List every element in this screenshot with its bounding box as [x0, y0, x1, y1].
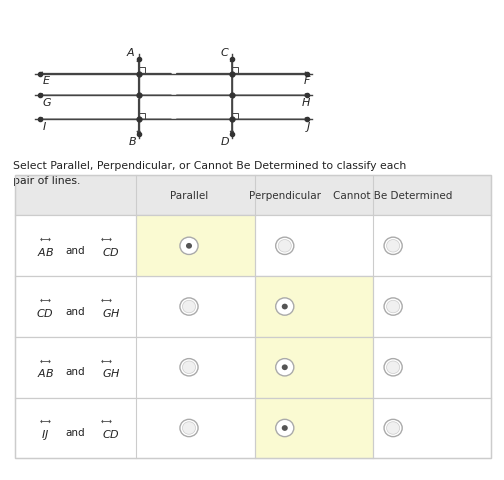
Text: G: G [43, 98, 51, 108]
Circle shape [276, 359, 294, 376]
Text: $\longleftrightarrow$: $\longleftrightarrow$ [99, 295, 113, 304]
Bar [255, 337, 373, 398]
Circle shape [186, 243, 192, 249]
Text: H: H [301, 98, 310, 108]
Circle shape [278, 240, 291, 252]
Circle shape [182, 422, 196, 434]
Text: pair of lines.: pair of lines. [13, 175, 80, 185]
Circle shape [387, 240, 400, 252]
Bar [136, 216, 255, 276]
Text: $\longleftrightarrow$: $\longleftrightarrow$ [38, 234, 52, 243]
Bar [255, 276, 373, 337]
Circle shape [180, 420, 198, 437]
Circle shape [387, 300, 400, 313]
Circle shape [182, 300, 196, 313]
Circle shape [276, 420, 294, 437]
Bar [15, 175, 491, 458]
Circle shape [384, 359, 402, 376]
Circle shape [282, 365, 288, 371]
Circle shape [180, 238, 198, 255]
Circle shape [384, 298, 402, 315]
Text: E: E [43, 76, 50, 86]
Text: $\it{GH}$: $\it{GH}$ [101, 367, 120, 379]
Bar [15, 398, 491, 458]
Circle shape [276, 238, 294, 255]
Text: D: D [221, 137, 229, 147]
Text: $\it{CD}$: $\it{CD}$ [102, 427, 120, 439]
Text: $\longleftrightarrow$: $\longleftrightarrow$ [38, 416, 52, 425]
Circle shape [384, 420, 402, 437]
Text: $\longleftrightarrow$: $\longleftrightarrow$ [99, 416, 113, 425]
Bar [15, 175, 491, 216]
Bar [15, 337, 491, 398]
Text: Select Parallel, Perpendicular, or Cannot Be Determined to classify each: Select Parallel, Perpendicular, or Canno… [13, 161, 409, 171]
Circle shape [180, 298, 198, 315]
Text: and: and [66, 367, 85, 376]
Text: $\longleftrightarrow$: $\longleftrightarrow$ [38, 295, 52, 304]
Text: $\longleftrightarrow$: $\longleftrightarrow$ [38, 356, 52, 365]
Text: and: and [66, 427, 85, 437]
Text: I: I [43, 122, 46, 132]
Text: A: A [127, 48, 135, 58]
Text: $\longleftrightarrow$: $\longleftrightarrow$ [99, 356, 113, 365]
Text: $\longleftrightarrow$: $\longleftrightarrow$ [99, 234, 113, 243]
Text: B: B [129, 137, 136, 147]
Bar [15, 216, 491, 276]
Text: Parallel: Parallel [170, 191, 208, 201]
Circle shape [387, 422, 400, 434]
Text: Cannot Be Determined: Cannot Be Determined [334, 191, 453, 201]
Text: $\it{CD}$: $\it{CD}$ [36, 306, 54, 318]
Circle shape [282, 304, 288, 310]
Text: $\it{AB}$: $\it{AB}$ [37, 245, 54, 257]
Text: $\it{GH}$: $\it{GH}$ [101, 306, 120, 318]
Text: J: J [307, 122, 310, 132]
Text: $\it{IJ}$: $\it{IJ}$ [41, 427, 49, 441]
Text: $\it{CD}$: $\it{CD}$ [102, 245, 120, 257]
Circle shape [384, 238, 402, 255]
Text: F: F [303, 76, 310, 86]
Circle shape [180, 359, 198, 376]
Text: $\it{AB}$: $\it{AB}$ [37, 367, 54, 379]
Text: and: and [66, 306, 85, 316]
Text: C: C [220, 48, 228, 58]
Circle shape [182, 361, 196, 374]
Bar [255, 398, 373, 458]
Text: Perpendicular: Perpendicular [249, 191, 321, 201]
Circle shape [387, 361, 400, 374]
Bar [15, 276, 491, 337]
Circle shape [282, 425, 288, 431]
Text: and: and [66, 245, 85, 255]
Circle shape [276, 298, 294, 315]
